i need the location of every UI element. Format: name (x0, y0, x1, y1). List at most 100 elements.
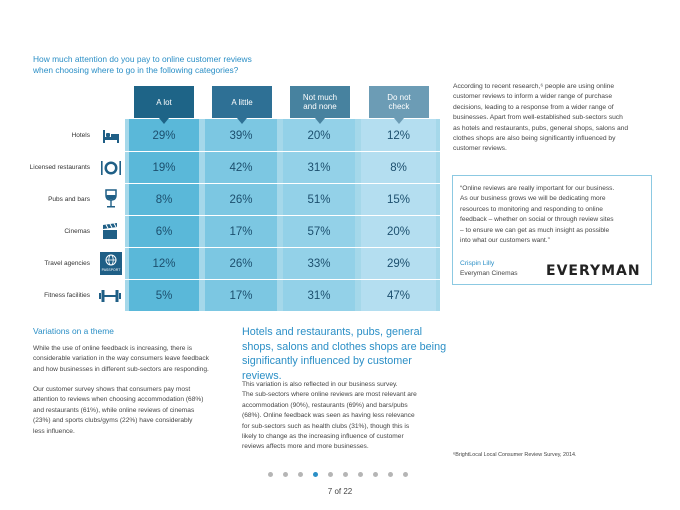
table-cell: 20% (307, 130, 331, 142)
row-label-pubs-and-bars: Pubs and bars (48, 196, 90, 203)
question-line-1: How much attention do you pay to online … (33, 54, 252, 64)
text-line: resources to monitoring and responding t… (460, 205, 603, 213)
row-divider (125, 183, 440, 184)
text-line: (23%) and sports clubs/gyms (22%) have c… (33, 417, 193, 425)
page-number: 7 of 22 (327, 487, 353, 496)
table-cell: 26% (229, 194, 253, 206)
text-line: Our customer survey shows that consumers… (33, 386, 191, 393)
text-line: clothes shops are also being significant… (453, 135, 616, 143)
text-line: decisions, leading to a response from a … (453, 103, 614, 111)
page-dot[interactable] (403, 472, 408, 477)
header-line: check (388, 102, 410, 111)
table-cell: 31% (307, 162, 331, 174)
header-line: A lot (156, 97, 172, 107)
page-dot[interactable] (373, 472, 378, 477)
text-line: likely to change as the increasing influ… (242, 433, 404, 441)
text-line: for sub-sectors such as health clubs (31… (242, 422, 410, 430)
dumbbell-icon (99, 290, 121, 302)
text-line: and restaurants (61%), while online revi… (33, 406, 195, 414)
table-cell: 29% (152, 130, 176, 142)
table-cell: 12% (386, 130, 411, 142)
page-dot[interactable] (388, 472, 393, 477)
text-line: feedback – whether on social or through … (460, 216, 614, 224)
page-dot[interactable] (328, 472, 333, 477)
quote-box (452, 175, 652, 285)
header-line: A little (231, 97, 253, 107)
table-cell: 31% (307, 290, 331, 302)
text-line: accommodation (90%), restaurants (69%) a… (242, 401, 408, 409)
text-line: This variation is also reflected in our … (242, 381, 398, 388)
row-divider (125, 151, 440, 152)
text-line: attention to reviews when choosing accom… (33, 396, 204, 404)
page-dot[interactable] (358, 472, 363, 477)
bed-icon (103, 130, 119, 143)
page-dot[interactable] (343, 472, 348, 477)
highlight-callout: Hotels and restaurants, pubs, general sh… (242, 325, 447, 383)
quote-author: Crispin Lilly (460, 260, 495, 267)
text-line: businesses. Apart from well-established … (453, 114, 623, 122)
text-line: As our business grows we will be dedicat… (460, 195, 606, 203)
clapperboard-icon (103, 223, 117, 239)
table-cell: 33% (307, 258, 331, 270)
header-line: Do not (387, 93, 411, 102)
table-cell: 12% (152, 258, 176, 270)
text-line: The sub-sectors where online reviews are… (242, 391, 417, 399)
business-survey-paragraph: This variation is also reflected in our … (242, 380, 447, 453)
plate-cutlery-icon (101, 161, 121, 175)
header-line: and none (303, 102, 337, 111)
everyman-logo: EVERYMAN (546, 263, 641, 279)
row-label-cinemas: Cinemas (64, 228, 90, 235)
table-cell: 47% (386, 290, 411, 302)
table-cell: 39% (229, 130, 253, 142)
table-cell: 42% (229, 162, 253, 174)
header-do-not-check: Do not check (369, 86, 429, 124)
globe-icon (105, 254, 117, 266)
text-line: According to recent research,⁶ people ar… (453, 83, 615, 90)
table-cell: 19% (152, 162, 176, 174)
intro-paragraph: According to recent research,⁶ people ar… (453, 82, 653, 155)
text-line: significantly influenced by customer rev… (242, 355, 412, 382)
row-divider (125, 215, 440, 216)
text-line: and how businesses in different sub-sect… (33, 365, 209, 373)
header-line: Not much (302, 93, 338, 102)
text-line: – to ensure we can get as much insight a… (460, 226, 610, 234)
text-line: (68%). Online feedback was seen as havin… (242, 412, 415, 420)
table-cell: 17% (229, 226, 253, 238)
page-dot-active[interactable] (313, 472, 318, 477)
text-line: into what our customers want.” (460, 237, 550, 245)
text-line: customer reviews. (453, 145, 507, 153)
table-cell: 51% (307, 194, 331, 206)
row-label-travel-agencies: Travel agencies (44, 260, 90, 267)
passport-icon: PASSPORT (100, 252, 122, 275)
table-cell: 6% (155, 226, 173, 238)
page-dot[interactable] (298, 472, 303, 477)
table-cell: 8% (155, 194, 173, 206)
table-cell: 57% (307, 226, 331, 238)
row-label-hotels: Hotels (71, 132, 90, 139)
text-line: shops, salons and clothes shops are bein… (242, 340, 447, 353)
table-cell: 20% (386, 226, 411, 238)
row-label-fitness-facilities: Fitness facilities (44, 292, 90, 299)
text-line: Hotels and restaurants, pubs, general (242, 326, 423, 338)
page-dot[interactable] (268, 472, 273, 477)
variations-paragraph-1: While the use of online feedback is incr… (33, 344, 233, 375)
footnote: ⁶BrightLocal Local Consumer Review Surve… (453, 452, 577, 458)
header-not-much-and-none: Not much and none (290, 86, 350, 124)
page-dot[interactable] (283, 472, 288, 477)
quote-organisation: Everyman Cinemas (460, 270, 518, 277)
text-line: reviews affects more and more businesses… (242, 443, 369, 451)
page-dots (268, 472, 408, 478)
wine-glass-icon (105, 189, 117, 208)
row-divider (125, 279, 440, 280)
header-a-lot: A lot (134, 86, 194, 124)
passport-label: PASSPORT (101, 268, 121, 272)
question-line-2: when choosing where to go in the followi… (33, 65, 239, 75)
header-a-little: A little (212, 86, 272, 124)
quote-text: “Online reviews are really important for… (460, 184, 646, 246)
text-line: less influence. (33, 427, 75, 435)
section-title: Variations on a theme (33, 326, 114, 336)
table-cell: 15% (386, 194, 411, 206)
text-line: considerable variation in the way consum… (33, 355, 209, 363)
variations-paragraph-2: Our customer survey shows that consumers… (33, 385, 233, 437)
text-line: “Online reviews are really important for… (460, 185, 615, 192)
